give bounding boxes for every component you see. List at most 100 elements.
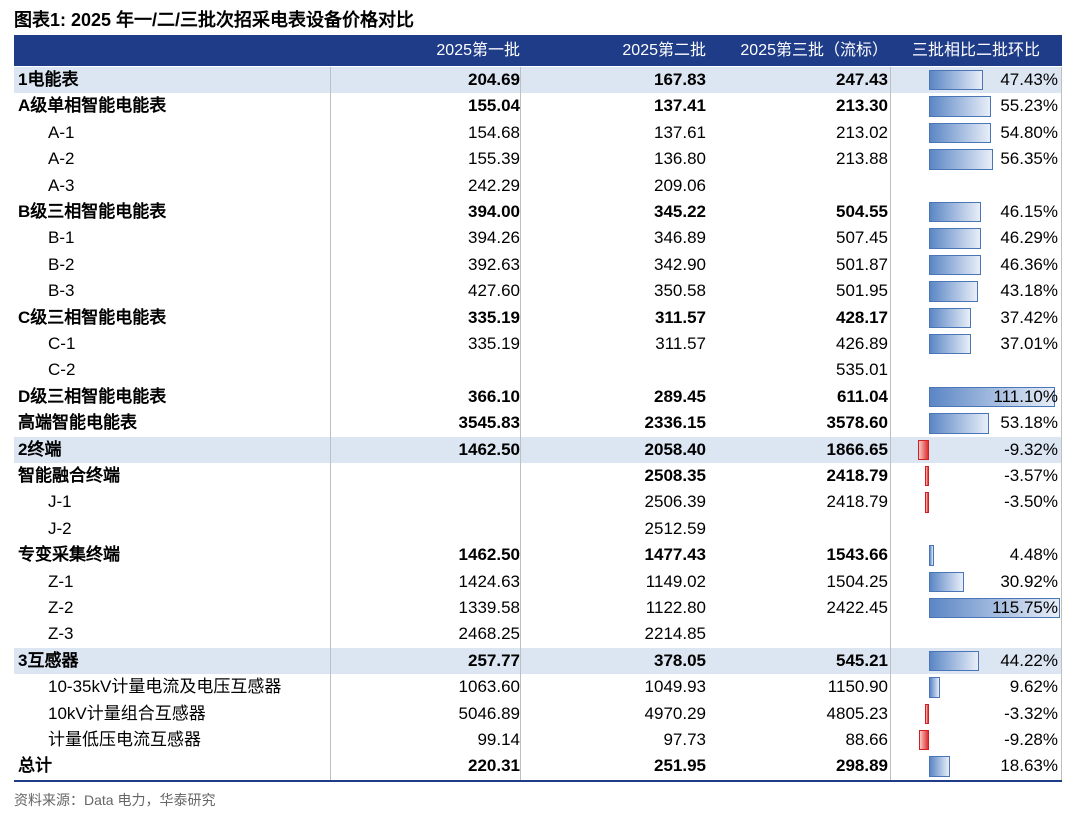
- row-label: B-3: [48, 281, 75, 301]
- value-cell: 335.19: [468, 334, 520, 353]
- source: 资料来源：Data 电力，华泰研究: [14, 792, 216, 808]
- value-cell: 154.68: [468, 122, 520, 142]
- value-cell: 257.77: [468, 650, 520, 670]
- value-cell: 136.80: [654, 149, 706, 169]
- change-label: 44.22%: [1000, 650, 1058, 670]
- value-cell: 247.43: [836, 70, 888, 89]
- value-cell: 378.05: [654, 650, 706, 670]
- value-cell: 2508.35: [644, 466, 706, 485]
- value-cell: 611.04: [836, 386, 888, 406]
- value-cell: 213.02: [836, 122, 888, 142]
- header-cell: 2025第三批（流标）: [740, 42, 888, 59]
- value-cell: 335.19: [468, 307, 520, 327]
- change-bar: [925, 492, 929, 513]
- value-cell: 426.89: [836, 334, 888, 353]
- row-label: A-3: [48, 175, 75, 195]
- change-bar: [929, 545, 935, 566]
- value-cell: 298.89: [836, 756, 888, 776]
- value-cell: 366.10: [468, 386, 520, 406]
- value-cell: 213.30: [836, 96, 888, 116]
- value-cell: 1122.80: [645, 598, 706, 617]
- value-cell: 1150.90: [827, 677, 888, 697]
- value-cell: 392.63: [468, 254, 520, 274]
- change-label: 54.80%: [1000, 122, 1058, 142]
- row-label: C-2: [48, 360, 76, 380]
- value-cell: 88.66: [845, 730, 888, 749]
- column-divider: [520, 67, 521, 780]
- change-bar: [924, 466, 929, 487]
- column-divider: [890, 67, 891, 780]
- value-cell: 394.00: [468, 202, 520, 221]
- value-cell: 209.06: [654, 175, 706, 195]
- row-label: 智能融合终端: [18, 466, 120, 485]
- change-label: 18.63%: [1000, 756, 1058, 776]
- value-cell: 213.88: [836, 149, 888, 169]
- change-label: 55.23%: [1000, 96, 1058, 116]
- change-bar: [929, 149, 993, 170]
- value-cell: 1049.93: [644, 677, 706, 697]
- value-cell: 4970.29: [644, 703, 706, 723]
- value-cell: 346.89: [654, 228, 706, 248]
- row-label: B级三相智能电能表: [18, 202, 167, 221]
- change-bar: [929, 202, 982, 223]
- value-cell: 3545.83: [458, 413, 520, 433]
- row-label: C级三相智能电能表: [18, 307, 167, 327]
- change-bar: [929, 386, 1055, 408]
- row-label: 10-35kV计量电流及电压互感器: [48, 677, 282, 697]
- value-cell: 4805.23: [826, 703, 888, 723]
- value-cell: 501.87: [836, 254, 888, 274]
- change-bar: [918, 730, 929, 751]
- change-bar: [929, 254, 982, 276]
- row-label: 10kV计量组合互感器: [48, 703, 206, 723]
- value-cell: 2214.85: [644, 624, 706, 644]
- header-band: [14, 35, 1062, 66]
- change-label: -3.50%: [1004, 492, 1058, 512]
- change-label: 46.15%: [1000, 202, 1058, 221]
- change-bar: [929, 334, 971, 355]
- value-cell: 311.57: [654, 307, 706, 327]
- value-cell: 1462.50: [458, 439, 520, 459]
- value-cell: 2512.59: [644, 518, 706, 538]
- title: 图表1: 2025 年一/二/三批次招采电表设备价格对比: [14, 10, 415, 30]
- value-cell: 350.58: [654, 281, 706, 301]
- value-cell: 2418.79: [826, 466, 888, 485]
- row-label: 总计: [18, 756, 52, 776]
- value-cell: 1504.25: [826, 571, 888, 591]
- value-cell: 2336.15: [644, 413, 706, 433]
- value-cell: 501.95: [836, 281, 888, 301]
- value-cell: 427.60: [468, 281, 520, 301]
- change-bar: [929, 650, 979, 672]
- change-label: 115.75%: [992, 598, 1058, 617]
- change-bar: [929, 756, 951, 777]
- change-label: 30.92%: [1000, 571, 1058, 591]
- value-cell: 99.14: [477, 730, 520, 749]
- value-cell: 3578.60: [826, 413, 888, 433]
- value-cell: 394.26: [468, 228, 520, 248]
- value-cell: 342.90: [654, 254, 706, 274]
- change-bar: [929, 281, 978, 302]
- header-cell: 2025第一批: [436, 42, 520, 59]
- row-label: B-2: [48, 254, 75, 274]
- change-bar: [929, 122, 991, 144]
- value-cell: 5046.89: [458, 703, 520, 723]
- change-label: 4.48%: [1009, 545, 1058, 565]
- header-cell: 三批相比二批环比: [911, 42, 1040, 59]
- value-cell: 204.69: [468, 70, 520, 89]
- value-cell: 97.73: [663, 730, 706, 749]
- value-cell: 289.45: [654, 386, 706, 406]
- row-label: B-1: [48, 228, 75, 248]
- column-divider: [1061, 67, 1062, 780]
- value-cell: 2422.45: [826, 598, 888, 617]
- change-bar: [929, 70, 983, 91]
- row-label: 专变采集终端: [18, 545, 120, 565]
- value-cell: 1424.63: [458, 571, 520, 591]
- value-cell: 1462.50: [458, 545, 520, 565]
- value-cell: 155.39: [468, 149, 520, 169]
- change-label: 111.10%: [993, 386, 1058, 406]
- value-cell: 251.95: [654, 756, 706, 776]
- row-highlight: [14, 67, 1062, 94]
- value-cell: 1866.65: [826, 439, 888, 459]
- value-cell: 1149.02: [645, 571, 706, 591]
- value-cell: 504.55: [836, 202, 888, 221]
